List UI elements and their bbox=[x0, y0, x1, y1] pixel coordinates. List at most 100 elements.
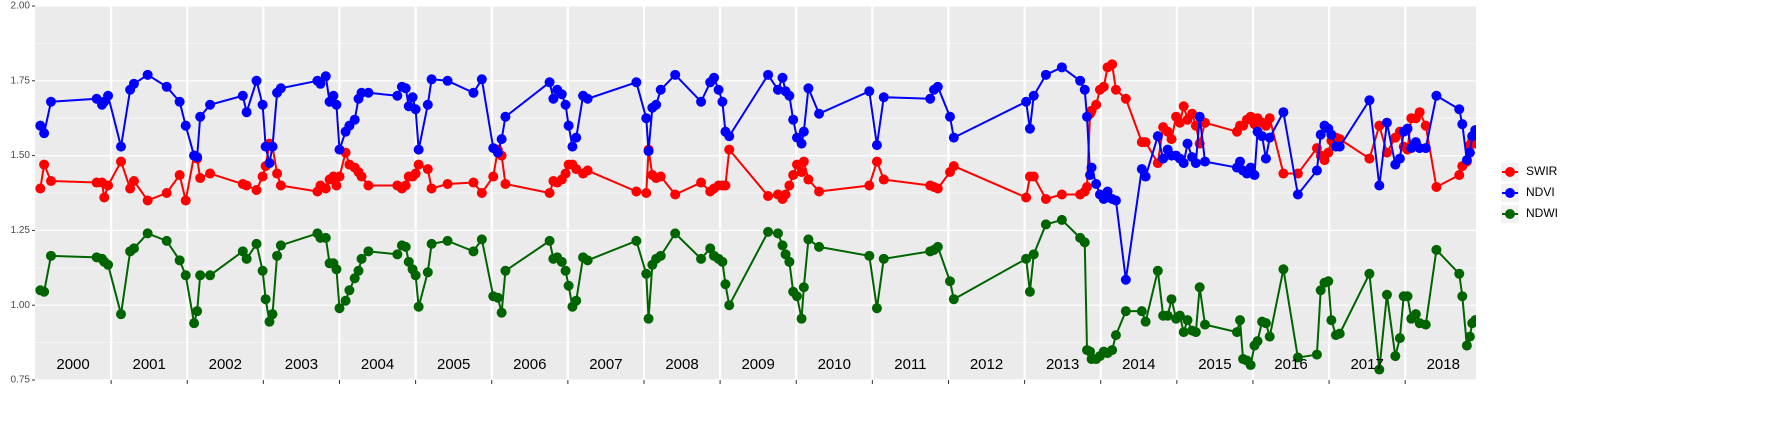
point bbox=[1278, 264, 1289, 275]
legend-label: NDWI bbox=[1526, 206, 1558, 220]
point bbox=[442, 179, 453, 190]
point bbox=[356, 171, 367, 182]
year-label: 2016 bbox=[1274, 356, 1307, 373]
year-label: 2003 bbox=[285, 356, 318, 373]
point bbox=[1098, 193, 1109, 204]
point bbox=[116, 141, 127, 152]
point bbox=[1420, 319, 1431, 330]
point bbox=[643, 313, 654, 324]
point bbox=[814, 241, 825, 252]
point bbox=[1394, 153, 1405, 164]
point bbox=[1166, 294, 1177, 305]
point bbox=[442, 235, 453, 246]
year-label: 2012 bbox=[970, 356, 1003, 373]
point bbox=[1278, 107, 1289, 118]
point bbox=[1470, 315, 1476, 326]
point bbox=[410, 104, 421, 115]
point bbox=[1260, 120, 1271, 131]
point bbox=[1110, 84, 1121, 95]
point bbox=[195, 270, 206, 281]
point bbox=[1021, 253, 1032, 264]
point bbox=[582, 93, 593, 104]
point bbox=[932, 241, 943, 252]
point bbox=[356, 253, 367, 264]
point bbox=[803, 234, 814, 245]
y-tick-label: 0.75 bbox=[11, 375, 31, 386]
point bbox=[1292, 189, 1303, 200]
year-label: 2004 bbox=[361, 356, 394, 373]
point bbox=[948, 161, 959, 172]
point bbox=[174, 170, 185, 181]
point bbox=[796, 167, 807, 178]
axes: 0.75 1.00 1.25 1.50 1.75 2.00 2000 2001 2002 2003… bbox=[11, 1, 1460, 386]
point bbox=[1260, 318, 1271, 329]
point bbox=[1374, 120, 1385, 131]
point bbox=[1166, 134, 1177, 145]
point bbox=[1264, 331, 1275, 342]
point bbox=[1152, 265, 1163, 276]
point bbox=[784, 180, 795, 191]
point bbox=[241, 107, 252, 118]
legend-swatch bbox=[1505, 167, 1515, 177]
plot-area bbox=[35, 59, 1476, 375]
point bbox=[1410, 309, 1421, 320]
point bbox=[1178, 101, 1189, 112]
point bbox=[878, 253, 889, 264]
point bbox=[39, 286, 50, 297]
point bbox=[1464, 331, 1475, 342]
point bbox=[496, 307, 507, 318]
point bbox=[670, 69, 681, 80]
point bbox=[796, 138, 807, 149]
point bbox=[780, 249, 791, 260]
point bbox=[174, 255, 185, 266]
point bbox=[1174, 310, 1185, 321]
point bbox=[1252, 336, 1263, 347]
point bbox=[670, 189, 681, 200]
point bbox=[1364, 268, 1375, 279]
point bbox=[264, 158, 275, 169]
point bbox=[264, 316, 275, 327]
point bbox=[260, 294, 271, 305]
point bbox=[413, 144, 424, 155]
point bbox=[1028, 171, 1039, 182]
point bbox=[1245, 360, 1256, 371]
point bbox=[349, 114, 360, 125]
point bbox=[784, 90, 795, 101]
point bbox=[500, 265, 511, 276]
point bbox=[35, 183, 46, 194]
point bbox=[192, 306, 203, 317]
year-label: 2005 bbox=[437, 356, 470, 373]
point bbox=[544, 77, 555, 88]
point bbox=[1402, 123, 1413, 134]
point bbox=[161, 188, 172, 198]
point bbox=[1120, 93, 1131, 104]
point bbox=[696, 96, 707, 107]
point bbox=[556, 89, 567, 100]
point bbox=[205, 168, 216, 179]
point bbox=[180, 270, 191, 281]
point bbox=[1464, 147, 1475, 158]
point bbox=[1107, 345, 1118, 356]
point bbox=[1158, 153, 1169, 164]
legend-swatch bbox=[1505, 209, 1515, 219]
point bbox=[788, 170, 799, 181]
year-label: 2001 bbox=[132, 356, 165, 373]
point bbox=[103, 90, 114, 101]
point bbox=[1136, 164, 1147, 175]
point bbox=[1457, 291, 1468, 302]
point bbox=[655, 84, 666, 95]
point bbox=[1178, 158, 1189, 169]
point bbox=[205, 99, 216, 110]
point bbox=[363, 87, 374, 98]
point bbox=[563, 280, 574, 291]
point bbox=[492, 147, 503, 158]
point bbox=[334, 303, 345, 314]
point bbox=[1245, 162, 1256, 173]
point bbox=[1178, 327, 1189, 338]
year-label: 2008 bbox=[665, 356, 698, 373]
year-label: 2009 bbox=[741, 356, 774, 373]
point bbox=[116, 309, 127, 320]
point bbox=[410, 270, 421, 281]
point bbox=[257, 99, 268, 110]
point bbox=[180, 195, 191, 206]
